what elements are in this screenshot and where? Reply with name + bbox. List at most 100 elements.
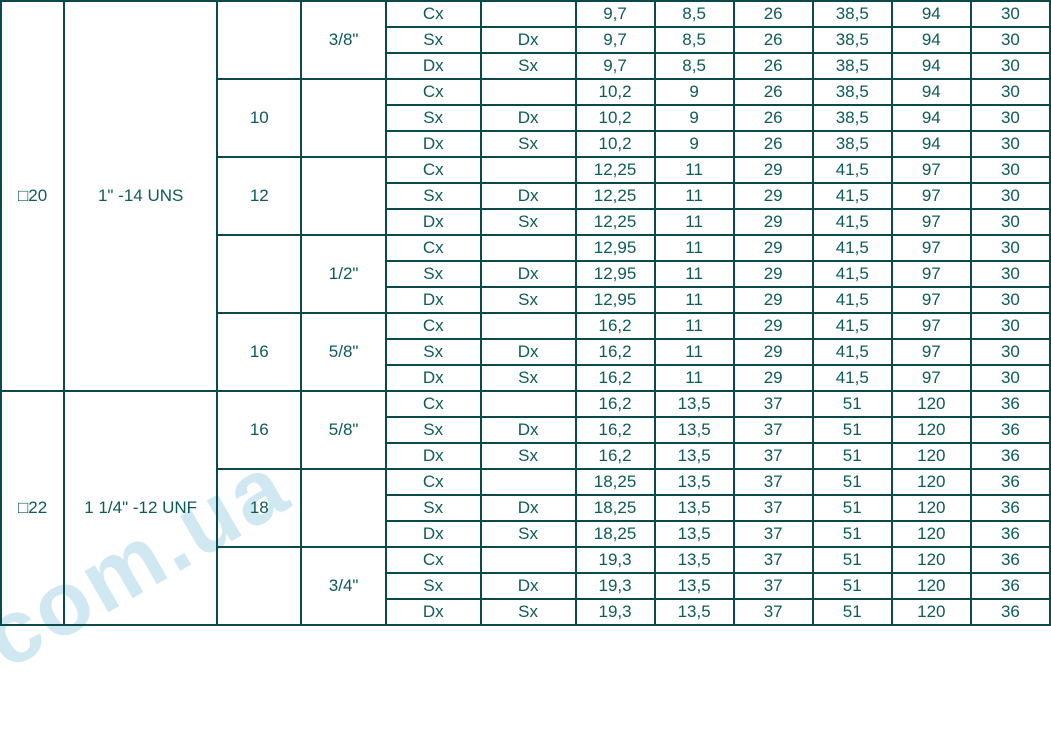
value-cell: 36 [971, 547, 1050, 573]
value-cell: 12,25 [576, 157, 655, 183]
thread-cell: 1" -14 UNS [64, 1, 217, 391]
value-cell: 97 [892, 313, 971, 339]
value-cell: 16,2 [576, 339, 655, 365]
value-cell: 120 [892, 417, 971, 443]
value-cell: 38,5 [813, 79, 892, 105]
value-cell: 37 [734, 443, 813, 469]
value-cell: 120 [892, 547, 971, 573]
value-cell: 51 [813, 573, 892, 599]
value-cell: Dx [386, 287, 481, 313]
value-cell: 30 [971, 1, 1050, 27]
c3-cell: 16 [217, 391, 301, 469]
value-cell: 97 [892, 339, 971, 365]
value-cell: 37 [734, 495, 813, 521]
value-cell: 11 [655, 313, 734, 339]
value-cell: 12,95 [576, 287, 655, 313]
value-cell: 36 [971, 495, 1050, 521]
value-cell: 30 [971, 339, 1050, 365]
value-cell: Dx [481, 573, 576, 599]
value-cell: 94 [892, 131, 971, 157]
value-cell: 16,2 [576, 313, 655, 339]
value-cell: 97 [892, 365, 971, 391]
value-cell: 30 [971, 313, 1050, 339]
value-cell: Sx [481, 365, 576, 391]
value-cell: 30 [971, 131, 1050, 157]
value-cell: 51 [813, 391, 892, 417]
value-cell: 30 [971, 79, 1050, 105]
value-cell: Dx [481, 495, 576, 521]
c4-cell: 1/2" [301, 235, 385, 313]
table-row: □201" -14 UNS3/8"Cx9,78,52638,59430 [1, 1, 1050, 27]
value-cell: 120 [892, 599, 971, 625]
value-cell [481, 391, 576, 417]
value-cell: Dx [386, 599, 481, 625]
value-cell: 37 [734, 391, 813, 417]
value-cell: 30 [971, 183, 1050, 209]
value-cell: 38,5 [813, 53, 892, 79]
value-cell: 51 [813, 521, 892, 547]
c3-cell [217, 547, 301, 625]
value-cell: 13,5 [655, 391, 734, 417]
value-cell: 36 [971, 417, 1050, 443]
value-cell: 11 [655, 339, 734, 365]
value-cell: 120 [892, 573, 971, 599]
value-cell: 29 [734, 261, 813, 287]
value-cell: 26 [734, 131, 813, 157]
value-cell: 10,2 [576, 131, 655, 157]
value-cell: 36 [971, 443, 1050, 469]
value-cell: 41,5 [813, 183, 892, 209]
value-cell: 41,5 [813, 287, 892, 313]
value-cell: 36 [971, 391, 1050, 417]
value-cell: Sx [386, 27, 481, 53]
value-cell: 29 [734, 365, 813, 391]
value-cell: 13,5 [655, 547, 734, 573]
value-cell: Sx [386, 261, 481, 287]
value-cell: 29 [734, 183, 813, 209]
value-cell: 8,5 [655, 1, 734, 27]
value-cell: 94 [892, 79, 971, 105]
value-cell: 97 [892, 235, 971, 261]
value-cell: Cx [386, 469, 481, 495]
value-cell: 11 [655, 261, 734, 287]
value-cell: 120 [892, 521, 971, 547]
value-cell: 51 [813, 599, 892, 625]
value-cell: 12,25 [576, 183, 655, 209]
c3-cell: 12 [217, 157, 301, 235]
value-cell: 16,2 [576, 417, 655, 443]
value-cell [481, 547, 576, 573]
c4-cell: 5/8" [301, 313, 385, 391]
value-cell: Sx [386, 495, 481, 521]
value-cell: 97 [892, 183, 971, 209]
value-cell: 11 [655, 365, 734, 391]
value-cell: 30 [971, 105, 1050, 131]
value-cell: Sx [386, 339, 481, 365]
value-cell: 10,2 [576, 79, 655, 105]
value-cell: 18,25 [576, 469, 655, 495]
value-cell: 37 [734, 547, 813, 573]
value-cell: 11 [655, 235, 734, 261]
value-cell [481, 469, 576, 495]
value-cell: 26 [734, 105, 813, 131]
value-cell: 12,95 [576, 235, 655, 261]
value-cell: 19,3 [576, 547, 655, 573]
value-cell: Dx [386, 53, 481, 79]
c3-cell: 10 [217, 79, 301, 157]
value-cell: 16,2 [576, 365, 655, 391]
c4-cell [301, 157, 385, 235]
value-cell: 94 [892, 1, 971, 27]
value-cell: 36 [971, 573, 1050, 599]
value-cell [481, 313, 576, 339]
value-cell: Cx [386, 313, 481, 339]
value-cell: 38,5 [813, 1, 892, 27]
c4-cell [301, 79, 385, 157]
value-cell: 120 [892, 469, 971, 495]
value-cell: Cx [386, 157, 481, 183]
value-cell: 37 [734, 521, 813, 547]
value-cell: 30 [971, 53, 1050, 79]
value-cell: 26 [734, 1, 813, 27]
value-cell: 36 [971, 521, 1050, 547]
value-cell: Sx [481, 209, 576, 235]
value-cell: Cx [386, 79, 481, 105]
value-cell: 97 [892, 157, 971, 183]
c4-cell [301, 469, 385, 547]
